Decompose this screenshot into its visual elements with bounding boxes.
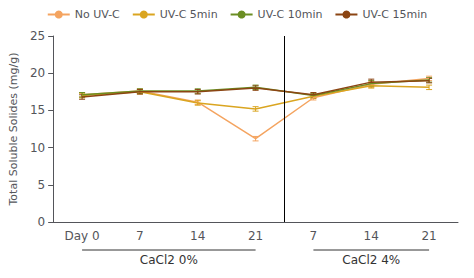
svg-text:CaCl2 4%: CaCl2 4% — [342, 253, 400, 267]
svg-text:10: 10 — [30, 141, 45, 155]
svg-text:14: 14 — [190, 229, 205, 243]
svg-text:25: 25 — [30, 29, 45, 43]
svg-text:Day 0: Day 0 — [65, 229, 100, 243]
svg-text:20: 20 — [30, 66, 45, 80]
svg-text:14: 14 — [364, 229, 379, 243]
svg-text:21: 21 — [421, 229, 436, 243]
svg-text:7: 7 — [310, 229, 318, 243]
svg-text:Total Soluble Solides (mg/g): Total Soluble Solides (mg/g) — [7, 52, 20, 206]
svg-text:7: 7 — [136, 229, 144, 243]
svg-text:No UV-C: No UV-C — [75, 8, 120, 21]
svg-text:0: 0 — [38, 215, 46, 229]
svg-text:CaCl2 0%: CaCl2 0% — [140, 253, 198, 267]
svg-text:15: 15 — [30, 103, 45, 117]
svg-text:UV-C 15min: UV-C 15min — [362, 8, 427, 21]
svg-text:UV-C 10min: UV-C 10min — [258, 8, 323, 21]
svg-text:21: 21 — [248, 229, 263, 243]
svg-text:UV-C 5min: UV-C 5min — [160, 8, 218, 21]
svg-text:5: 5 — [38, 178, 46, 192]
